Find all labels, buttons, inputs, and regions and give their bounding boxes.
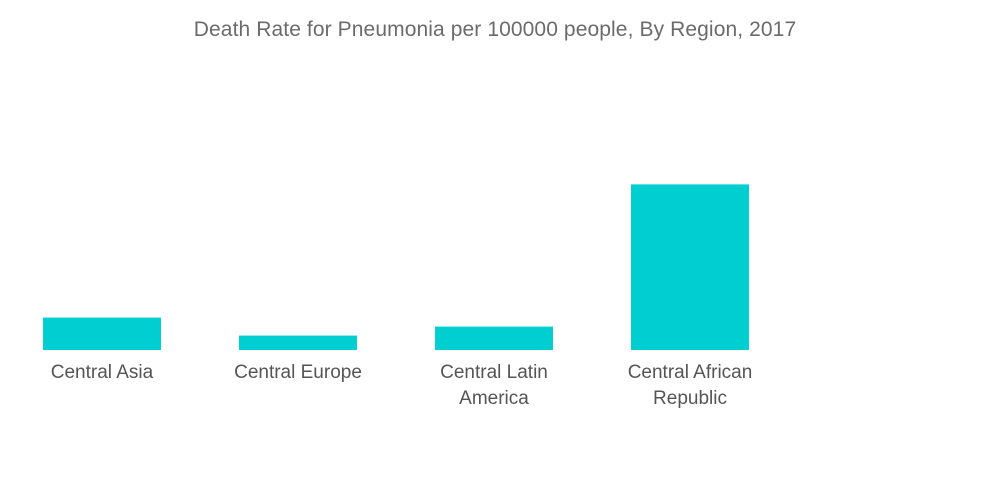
category-label-line: Central Latin [440, 362, 548, 383]
category-label-line: America [459, 388, 529, 409]
category-label-group: Central Asia Central Europe Central Latin A… [51, 362, 753, 409]
category-label-line: Central African [628, 362, 753, 383]
category-label-2: Central Latin America [440, 362, 548, 409]
chart-title: Death Rate for Pneumonia per 100000 peop… [193, 18, 797, 41]
bar-3 [631, 184, 749, 350]
category-label-3: Central African Republic [628, 362, 753, 409]
bar-0 [43, 317, 161, 350]
bar-1 [239, 335, 357, 350]
category-label-0: Central Asia [51, 362, 154, 383]
category-label-line: Central Asia [51, 362, 154, 383]
category-label-line: Republic [653, 388, 727, 409]
category-label-1: Central Europe [234, 362, 362, 383]
category-label-line: Central Europe [234, 362, 362, 383]
bar-group [43, 184, 749, 350]
bar-2 [435, 326, 553, 350]
